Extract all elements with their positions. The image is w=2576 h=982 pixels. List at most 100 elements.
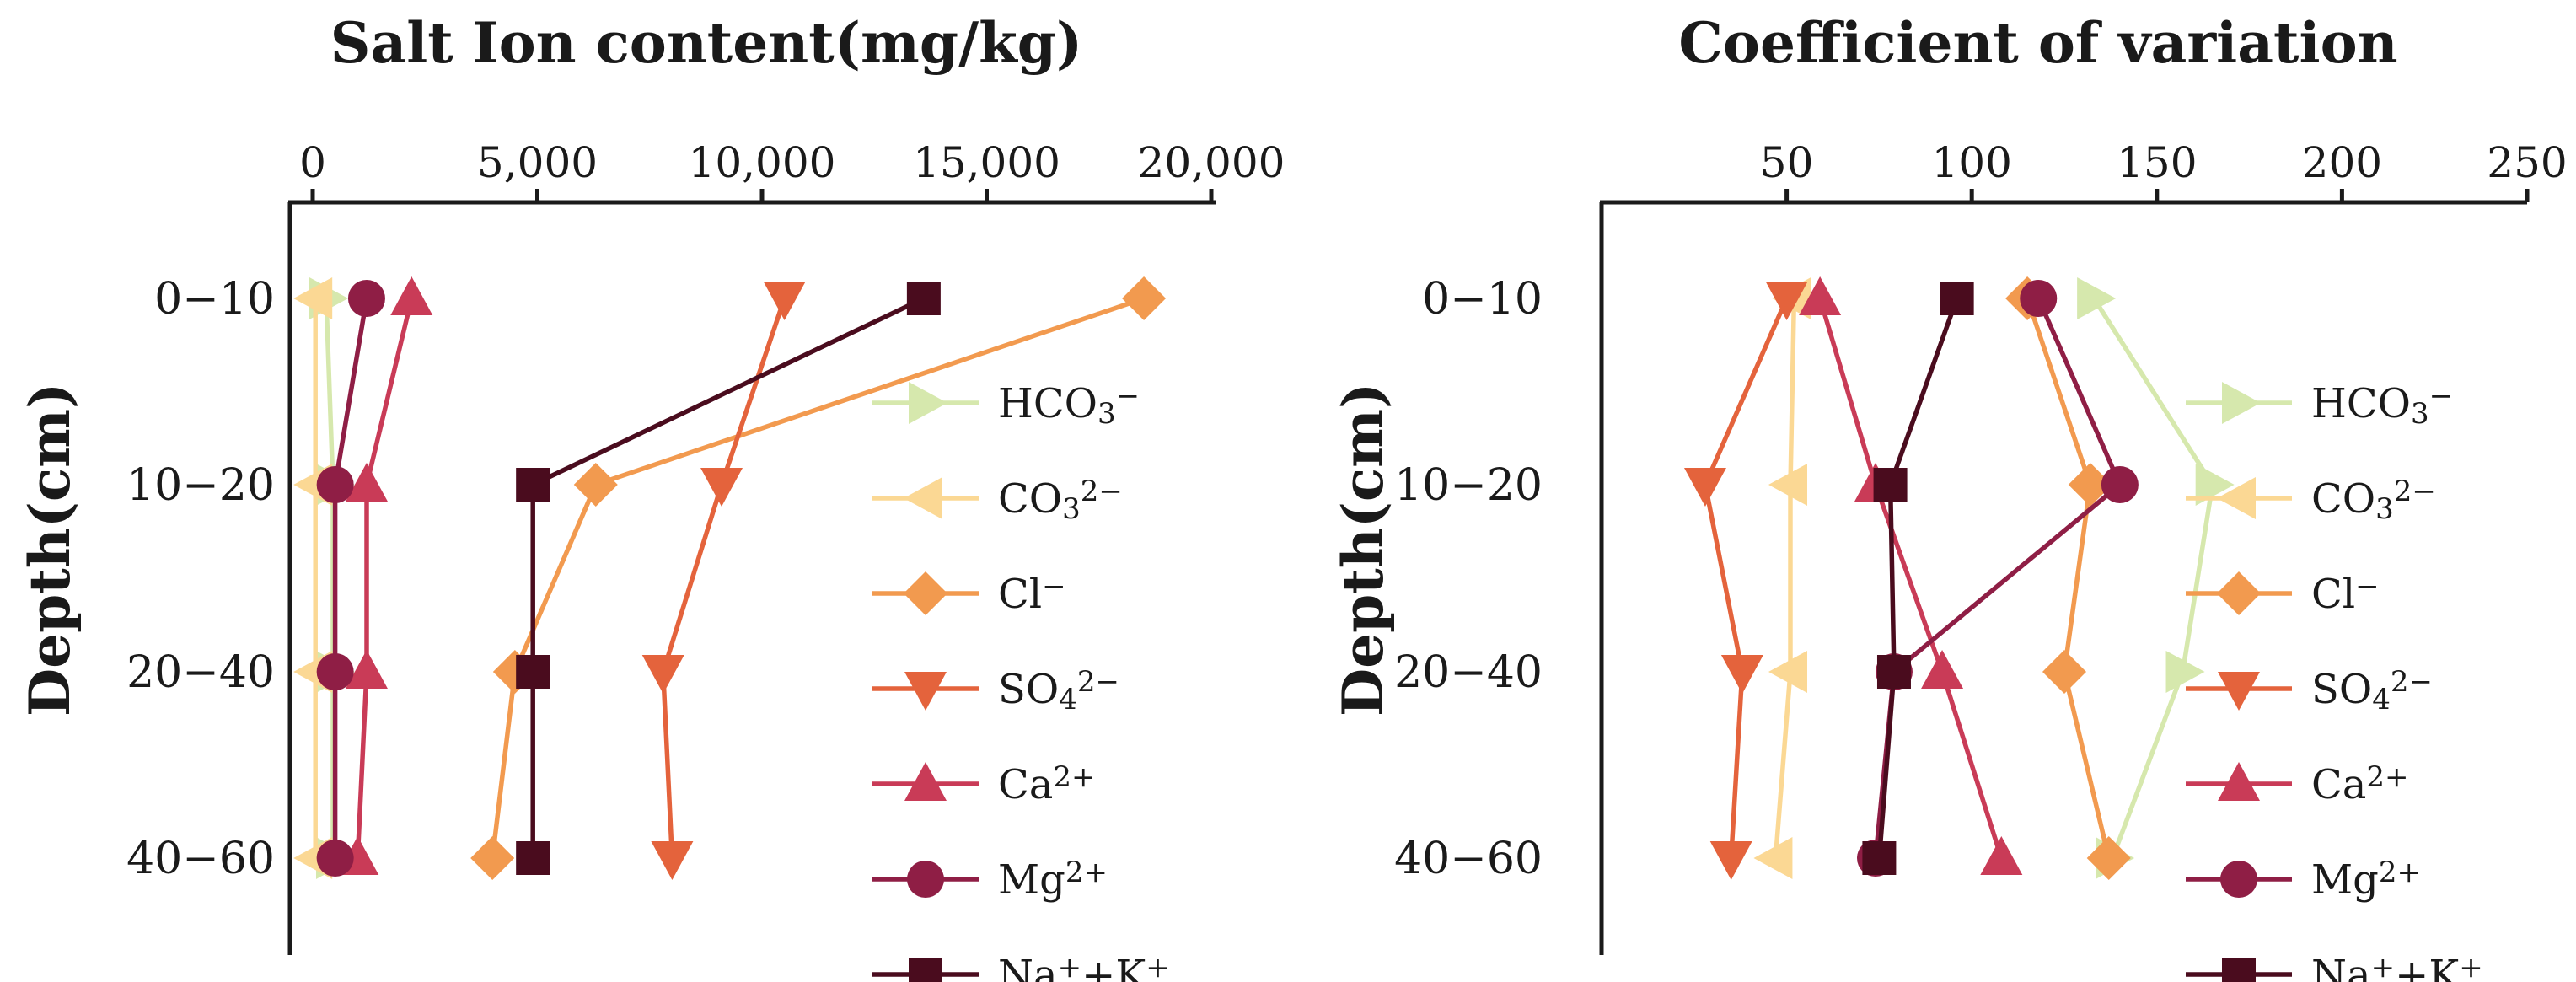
cv-legend-item-nak: Na++K+ [2186,951,2483,982]
cv-so4-point [1683,468,1726,507]
salt-ion-mg-point [316,653,354,690]
cv-x-tick-label: 100 [1931,138,2011,187]
salt-ion-x-tick-label: 20,000 [1138,138,1285,187]
cv-x-tick-label: 200 [2302,138,2382,187]
cv-y-axis-label: Depth(cm) [1330,383,1396,716]
cv-depth-label: 40−60 [1394,834,1543,884]
salt-ion-so4-point [763,282,806,320]
cv-legend-item-mg: Mg2+ [2186,856,2421,904]
cv-nak-point [1876,655,1911,689]
salt-ion-cl-line [490,296,1145,859]
salt-ion-so4-point [651,841,694,880]
salt-ion-mg-point [347,280,385,317]
salt-ion-legend-item-co3: CO32− [872,475,1123,527]
cv-x-tick-label: 50 [1760,138,1814,187]
salt-ion-ca-point [345,463,388,502]
salt-ion-legend-item-hco3: HCO3− [872,379,1140,432]
cv-co3-line [1773,298,1797,859]
cv-cl-point [2086,836,2131,880]
legend-label: Na++K+ [998,951,1170,982]
salt-ion-series-group [293,276,1167,880]
cv-depth-label: 0−10 [1422,274,1543,325]
salt-ion-y-axis-label: Depth(cm) [17,383,83,716]
salt-ion-legend-item-so4: SO42− [872,665,1119,717]
cv-cl-point [2068,463,2112,507]
cv-chart-title: Coefficient of variation [1678,10,2397,76]
cv-so4-point [1709,841,1752,880]
salt-ion-depth-label: 0−10 [154,274,275,325]
cv-nak-point [1862,841,1897,875]
cv-hco3-point [2077,277,2117,319]
cv-x-tick-label: 150 [2117,138,2197,187]
legend-label: Cl− [2311,570,2380,618]
salt-ion-nak-line [530,296,926,858]
cv-series-group [1683,276,2235,880]
cv-so4-point [1765,282,1808,320]
salt-ion-nak-point [516,841,550,875]
salt-ion-legend-item-ca: Ca2+ [872,760,1095,808]
legend-swatch-marker [909,958,942,982]
cv-nak-point [1940,282,1974,315]
cv-legend-item-co3: CO32− [2186,475,2436,526]
legend-label: SO42− [2311,665,2433,717]
legend-swatch-marker [904,571,947,615]
salt-ion-nak-point [516,468,550,502]
cv-depth-label: 20−40 [1394,647,1543,698]
salt-ion-legend: HCO3− CO32− Cl− SO42− Ca2+ Mg2+ Na++K+ [872,379,1170,982]
legend-label: SO42− [998,665,1119,717]
legend-swatch-marker [2218,672,2260,711]
cv-legend-item-hco3: HCO3− [2186,379,2453,431]
salt-ion-legend-item-nak: Na++K+ [872,951,1170,982]
salt-ion-co3-point [293,277,333,319]
cv-legend-item-so4: SO42− [2186,665,2433,717]
legend-label: Na++K+ [2311,951,2483,982]
legend-label: Cl− [998,570,1066,618]
cv-panel: Coefficient of variation Depth(cm) 50 100… [1330,10,2568,982]
cv-mg-line [1873,297,2123,859]
cv-mg-point [2101,466,2139,503]
legend-swatch-marker [2217,571,2261,615]
cv-mg-point [2020,280,2058,317]
cv-ca-point [1799,276,1842,315]
legend-swatch-marker [2218,762,2260,801]
cv-ca-line [1817,298,2004,859]
legend-label: Mg2+ [2311,856,2421,904]
cv-ca-point [1980,836,2023,875]
legend-label: Ca2+ [2311,760,2408,808]
cv-so4-line [1703,297,1790,859]
salt-ion-depth-label: 20−40 [126,647,275,698]
cv-x-tick-label: 250 [2487,138,2567,187]
legend-swatch-marker [2222,958,2256,982]
cv-co3-point [1768,464,1807,506]
cv-cl-line [2025,298,2112,859]
salt-ion-mg-point [316,840,354,877]
salt-ion-so4-point [641,655,684,694]
salt-ion-mg-line [332,298,369,858]
salt-ion-cl-point [470,836,515,880]
salt-ion-mg-point [316,466,354,503]
salt-ion-x-tick-label: 15,000 [913,138,1060,187]
salt-ion-nak-point [516,655,550,689]
cv-co3-point [1768,651,1807,693]
cv-legend: HCO3− CO32− Cl− SO42− Ca2+ Mg2+ Na++K+ [2186,379,2483,982]
legend-swatch-marker [904,672,947,711]
legend-swatch-marker [2217,477,2256,519]
salt-ion-cl-point [573,463,618,507]
salt-ion-x-tick-label: 10,000 [689,138,836,187]
salt-ion-cl-point [1122,276,1167,320]
cv-nak-line [1876,298,1960,859]
cv-axes: 50 100 150 200 250 0−10 10−20 20−40 40−60 [1394,138,2568,955]
cv-hco3-point [2165,651,2205,693]
legend-swatch-marker [909,382,947,424]
cv-so4-point [1720,655,1763,694]
legend-label: CO32− [998,475,1123,527]
salt-ion-x-tick-label: 5,000 [477,138,598,187]
salt-ion-depth-label: 40−60 [126,834,275,884]
cv-ca-point [1921,650,1964,689]
salt-ion-ca-point [390,276,433,315]
cv-legend-item-ca: Ca2+ [2186,760,2408,808]
legend-swatch-marker [904,477,942,519]
cv-cl-point [2042,650,2086,694]
legend-label: HCO3− [998,379,1140,432]
cv-depth-label: 10−20 [1394,460,1543,511]
